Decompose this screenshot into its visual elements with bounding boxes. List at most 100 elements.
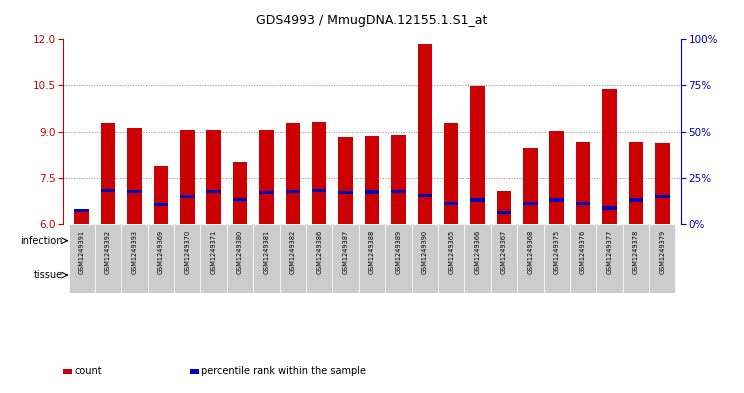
Bar: [550, 131, 564, 224]
Text: GSM1249381: GSM1249381: [263, 230, 269, 274]
Bar: [365, 191, 379, 193]
Bar: [153, 203, 168, 206]
Bar: [306, 224, 676, 257]
Bar: [180, 195, 194, 198]
Text: healthy uninfected: healthy uninfected: [141, 236, 234, 246]
Bar: [629, 141, 643, 224]
Text: colon: colon: [174, 270, 200, 280]
Text: simian immunodeficiency virus infected: simian immunodeficiency virus infected: [393, 236, 589, 246]
Bar: [153, 166, 168, 224]
Bar: [444, 123, 458, 224]
Bar: [550, 198, 564, 202]
Bar: [391, 190, 405, 193]
Bar: [438, 224, 464, 293]
Bar: [417, 194, 432, 197]
Bar: [95, 224, 121, 293]
Text: GSM1249368: GSM1249368: [527, 230, 533, 274]
Bar: [148, 257, 227, 293]
Bar: [306, 224, 333, 293]
Bar: [280, 224, 306, 293]
Bar: [286, 190, 300, 193]
Bar: [200, 224, 227, 293]
Bar: [365, 136, 379, 224]
Text: GSM1249391: GSM1249391: [79, 230, 85, 274]
Bar: [438, 257, 544, 293]
Bar: [121, 224, 148, 293]
Bar: [333, 224, 359, 293]
Bar: [359, 224, 385, 293]
Bar: [259, 191, 274, 194]
Bar: [470, 198, 485, 202]
Text: lung: lung: [362, 270, 382, 280]
Text: GSM1249390: GSM1249390: [422, 230, 428, 274]
Text: count: count: [74, 366, 102, 376]
Bar: [385, 224, 411, 293]
Bar: [74, 212, 89, 224]
Text: GSM1249370: GSM1249370: [185, 230, 190, 274]
Text: GSM1249389: GSM1249389: [395, 230, 402, 274]
Text: GDS4993 / MmugDNA.12155.1.S1_at: GDS4993 / MmugDNA.12155.1.S1_at: [257, 14, 487, 27]
Bar: [517, 224, 544, 293]
Text: GSM1249382: GSM1249382: [290, 230, 296, 274]
Text: GSM1249379: GSM1249379: [659, 230, 665, 274]
Bar: [576, 202, 591, 205]
Bar: [68, 257, 148, 293]
Bar: [68, 224, 95, 293]
Text: GSM1249378: GSM1249378: [633, 230, 639, 274]
Bar: [623, 224, 649, 293]
Bar: [470, 86, 485, 224]
Bar: [497, 211, 511, 214]
Bar: [649, 224, 676, 293]
Text: colon: colon: [478, 270, 504, 280]
Text: percentile rank within the sample: percentile rank within the sample: [201, 366, 366, 376]
Bar: [227, 257, 306, 293]
Bar: [227, 224, 253, 293]
Bar: [312, 189, 327, 192]
Text: GSM1249388: GSM1249388: [369, 230, 375, 274]
Bar: [411, 224, 438, 293]
Bar: [596, 224, 623, 293]
Bar: [259, 130, 274, 224]
Bar: [629, 198, 643, 202]
Bar: [570, 224, 596, 293]
Text: GSM1249367: GSM1249367: [501, 230, 507, 274]
Bar: [233, 162, 247, 224]
Bar: [544, 224, 570, 293]
Bar: [544, 257, 676, 293]
Text: lung: lung: [97, 270, 119, 280]
Bar: [602, 89, 617, 224]
Bar: [180, 130, 194, 224]
Bar: [101, 123, 115, 224]
Text: GSM1249393: GSM1249393: [132, 230, 138, 274]
Text: GSM1249377: GSM1249377: [606, 230, 612, 274]
Bar: [233, 198, 247, 201]
Bar: [101, 189, 115, 192]
Bar: [339, 137, 353, 224]
Bar: [148, 224, 174, 293]
Bar: [174, 224, 200, 293]
Text: GSM1249387: GSM1249387: [342, 230, 349, 274]
Text: jejunum: jejunum: [246, 270, 286, 280]
Text: GSM1249392: GSM1249392: [105, 230, 111, 274]
Bar: [391, 135, 405, 224]
Text: tissue: tissue: [33, 270, 63, 280]
Text: GSM1249376: GSM1249376: [580, 230, 586, 274]
Bar: [523, 202, 538, 205]
Bar: [497, 191, 511, 224]
Bar: [68, 224, 306, 257]
Text: GSM1249369: GSM1249369: [158, 230, 164, 274]
Bar: [523, 148, 538, 224]
Bar: [306, 257, 438, 293]
Text: GSM1249375: GSM1249375: [554, 230, 559, 274]
Bar: [74, 209, 89, 212]
Bar: [253, 224, 280, 293]
Bar: [339, 191, 353, 194]
Bar: [127, 128, 142, 224]
Bar: [491, 224, 517, 293]
Text: GSM1249366: GSM1249366: [475, 230, 481, 274]
Text: GSM1249380: GSM1249380: [237, 230, 243, 274]
Bar: [417, 44, 432, 224]
Bar: [444, 202, 458, 205]
Bar: [655, 143, 670, 224]
Text: GSM1249386: GSM1249386: [316, 230, 322, 274]
